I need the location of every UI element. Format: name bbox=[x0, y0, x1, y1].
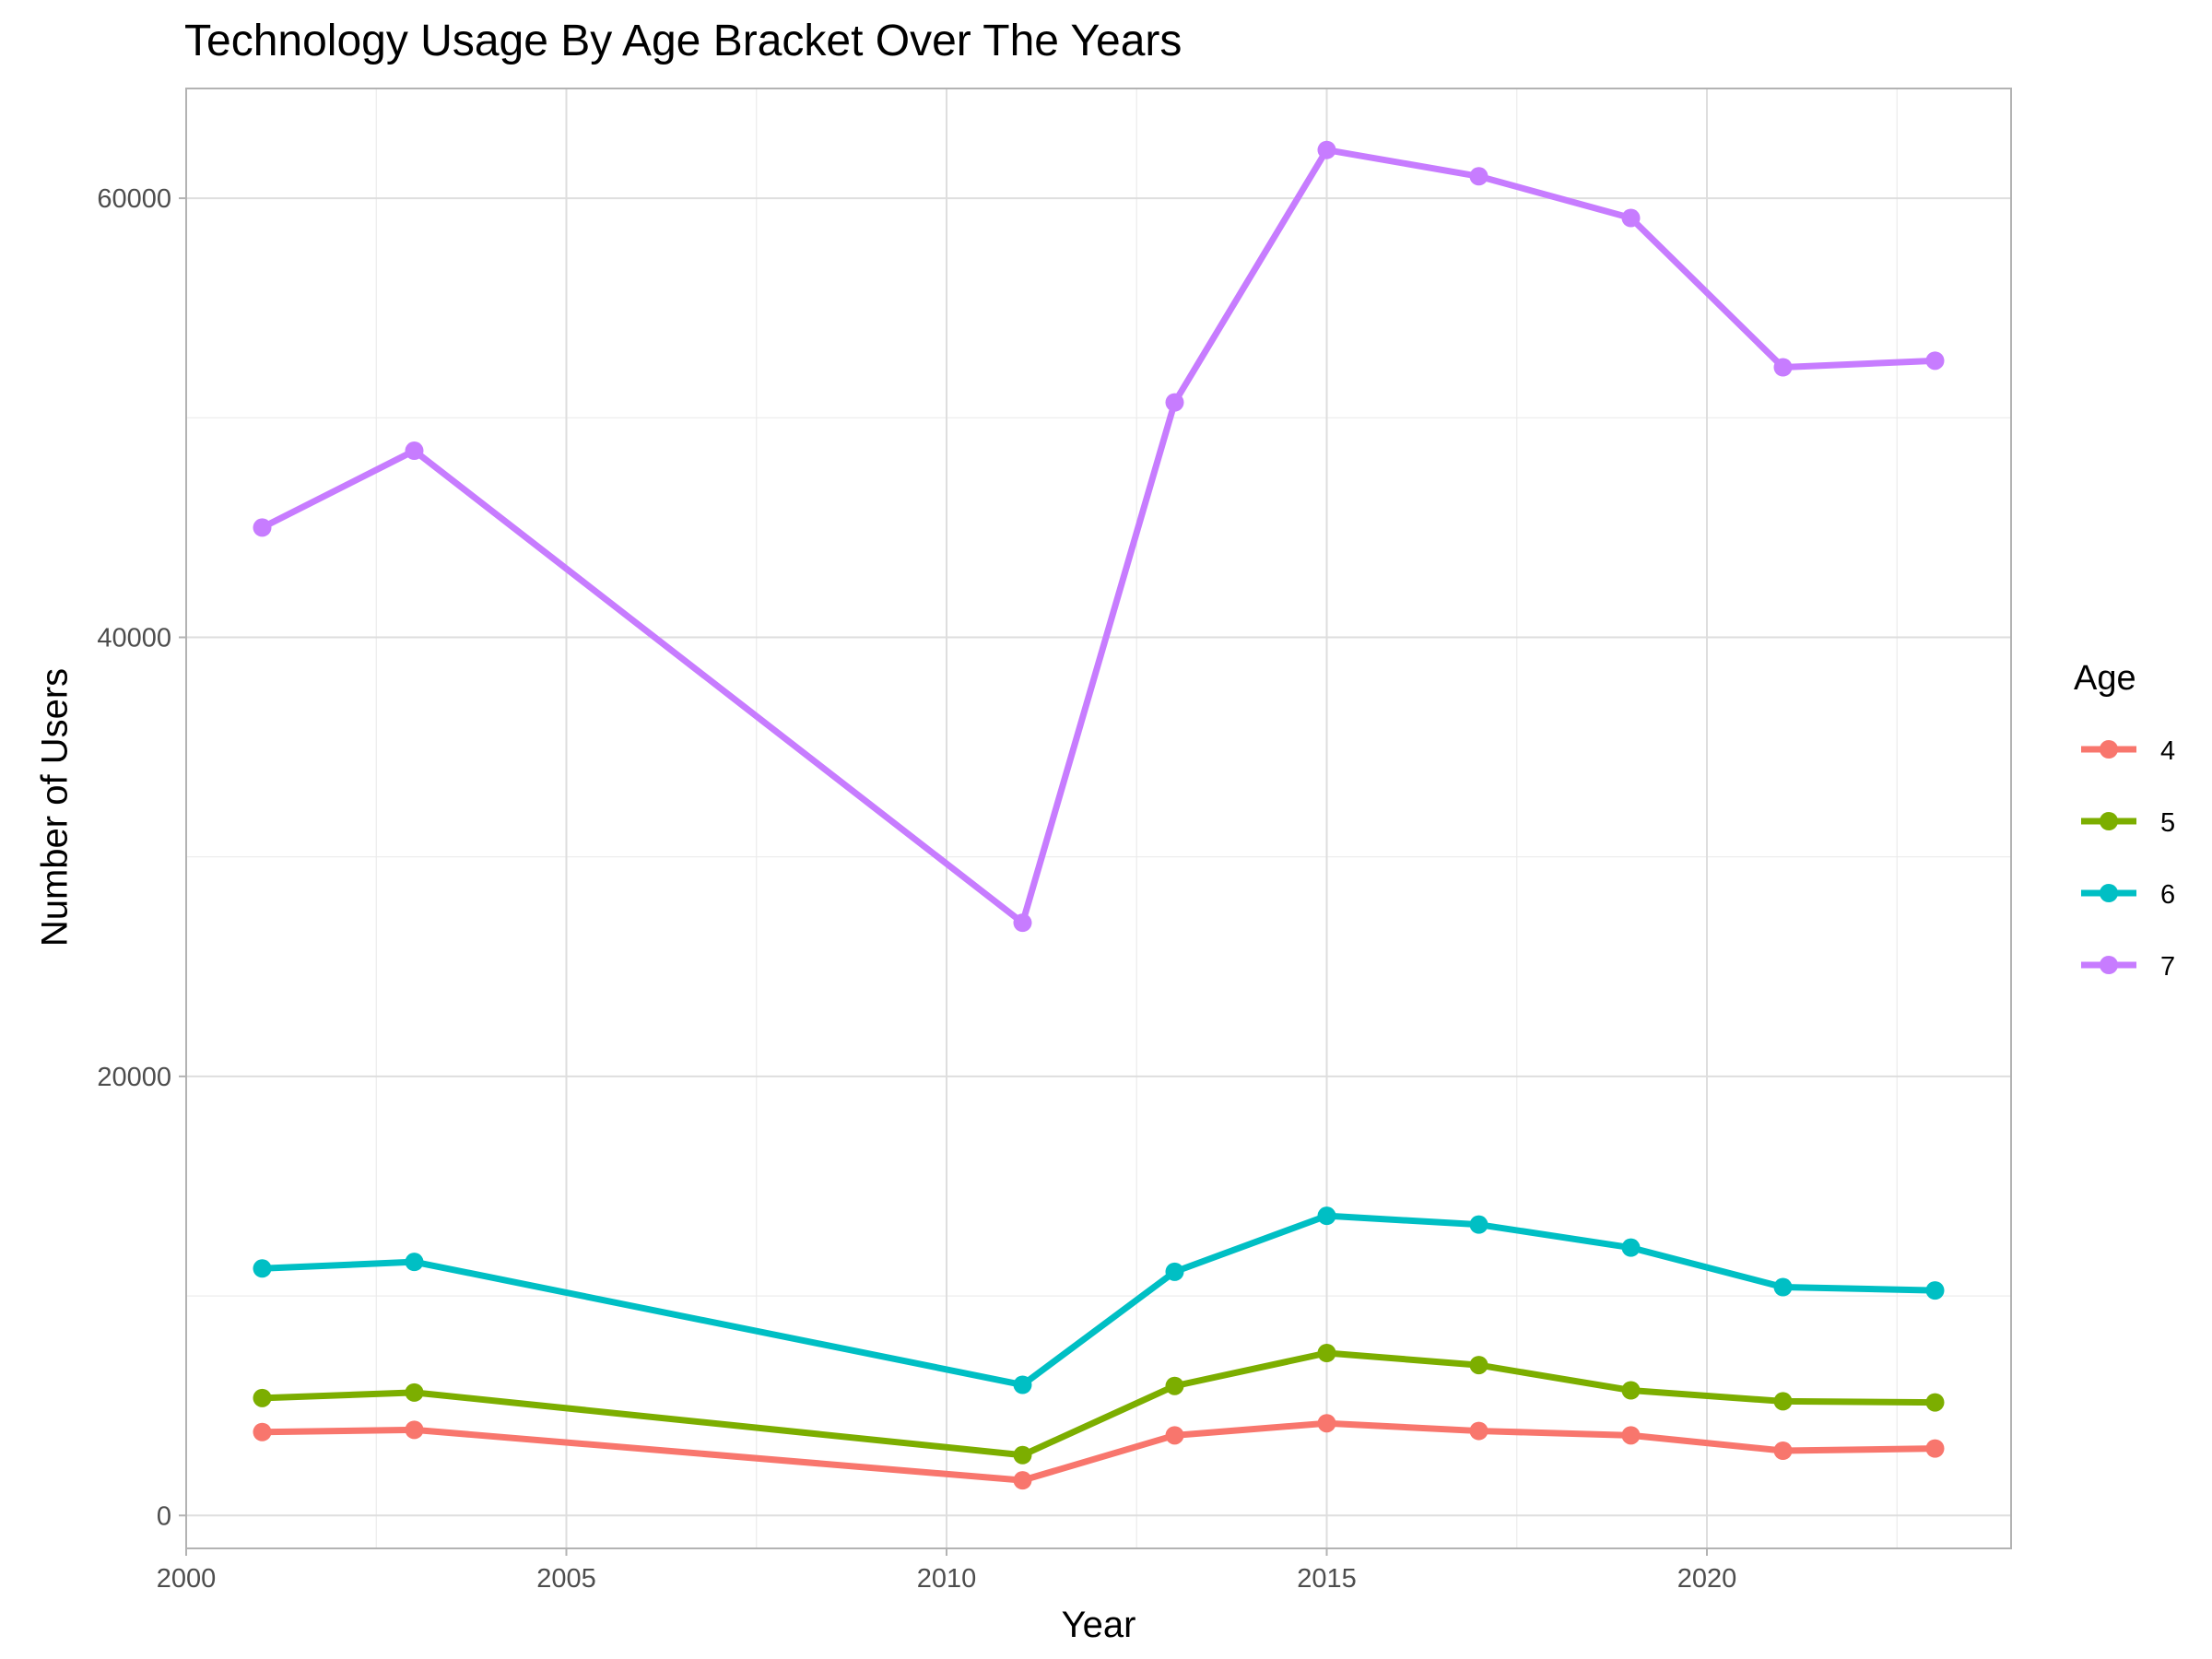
data-point-4 bbox=[405, 1420, 424, 1440]
y-axis-title: Number of Users bbox=[35, 668, 76, 947]
legend-key-point bbox=[2100, 812, 2118, 830]
data-point-4 bbox=[1317, 1414, 1336, 1433]
legend-label: 4 bbox=[2160, 736, 2175, 766]
data-point-7 bbox=[253, 518, 272, 537]
legend-key-point bbox=[2100, 740, 2118, 759]
data-point-7 bbox=[1621, 208, 1641, 228]
series-7 bbox=[253, 140, 1945, 933]
data-point-4 bbox=[1469, 1421, 1488, 1441]
legend-label: 5 bbox=[2160, 808, 2175, 838]
y-tick-label: 40000 bbox=[97, 623, 171, 653]
data-point-6 bbox=[1469, 1215, 1488, 1234]
data-point-5 bbox=[1317, 1344, 1336, 1363]
x-tick-label: 2000 bbox=[157, 1564, 217, 1594]
series-line-4 bbox=[259, 1419, 1938, 1484]
y-tick-label: 20000 bbox=[97, 1063, 171, 1092]
grid-lines bbox=[185, 88, 2011, 1548]
data-point-6 bbox=[1165, 1262, 1184, 1281]
data-point-5 bbox=[1773, 1392, 1793, 1411]
series-5 bbox=[253, 1344, 1945, 1465]
x-tick-label: 2015 bbox=[1297, 1564, 1357, 1594]
series-line-7 bbox=[259, 147, 1938, 926]
data-point-7 bbox=[1773, 358, 1793, 377]
data-point-7 bbox=[1165, 393, 1184, 412]
legend-label: 7 bbox=[2160, 952, 2175, 982]
data-point-5 bbox=[1013, 1445, 1032, 1465]
data-point-6 bbox=[405, 1253, 424, 1272]
series-6 bbox=[253, 1206, 1945, 1394]
legend-key-point bbox=[2100, 884, 2118, 902]
x-tick-label: 2010 bbox=[917, 1564, 977, 1594]
data-point-6 bbox=[1621, 1238, 1641, 1257]
legend-item-5: 5 bbox=[2081, 808, 2175, 838]
x-axis-title: Year bbox=[1062, 1605, 1136, 1645]
chart-title: Technology Usage By Age Bracket Over The… bbox=[184, 17, 1182, 65]
data-point-5 bbox=[1469, 1356, 1488, 1375]
legend-item-6: 6 bbox=[2081, 880, 2175, 910]
data-point-5 bbox=[1621, 1381, 1641, 1400]
legend-title: Age bbox=[2074, 659, 2136, 698]
data-point-5 bbox=[1165, 1376, 1184, 1395]
plot-panel-border bbox=[185, 88, 2012, 1549]
data-point-5 bbox=[405, 1382, 424, 1402]
legend-label: 6 bbox=[2160, 880, 2175, 910]
legend: Age 4 5 6 7 bbox=[2074, 659, 2175, 982]
y-tick-label: 0 bbox=[157, 1501, 171, 1531]
legend-item-7: 7 bbox=[2081, 952, 2175, 982]
x-tick-label: 2020 bbox=[1677, 1564, 1737, 1594]
data-point-7 bbox=[1317, 140, 1336, 159]
data-point-4 bbox=[1773, 1441, 1793, 1461]
data-point-6 bbox=[1925, 1281, 1945, 1300]
data-point-6 bbox=[1013, 1375, 1032, 1394]
data-point-6 bbox=[253, 1259, 272, 1278]
data-point-4 bbox=[253, 1422, 272, 1441]
data-point-5 bbox=[1925, 1393, 1945, 1412]
data-point-4 bbox=[1925, 1439, 1945, 1458]
data-point-4 bbox=[1013, 1471, 1032, 1490]
series-layer bbox=[253, 140, 1945, 1490]
axes: 2000 2005 2010 2015 2020 0 20000 40000 60000 bbox=[97, 88, 2012, 1594]
x-tick-label: 2005 bbox=[536, 1564, 596, 1594]
data-point-7 bbox=[1013, 913, 1032, 933]
data-point-6 bbox=[1773, 1277, 1793, 1297]
data-point-5 bbox=[253, 1388, 272, 1407]
series-4 bbox=[253, 1414, 1945, 1490]
legend-key-point bbox=[2100, 956, 2118, 974]
y-tick-label: 60000 bbox=[97, 184, 171, 214]
series-line-6 bbox=[259, 1212, 1938, 1389]
data-point-7 bbox=[405, 441, 424, 461]
data-point-6 bbox=[1317, 1206, 1336, 1226]
data-point-7 bbox=[1469, 167, 1488, 186]
data-point-4 bbox=[1165, 1426, 1184, 1445]
data-point-4 bbox=[1621, 1426, 1641, 1445]
data-point-7 bbox=[1925, 351, 1945, 371]
legend-item-4: 4 bbox=[2081, 736, 2175, 766]
